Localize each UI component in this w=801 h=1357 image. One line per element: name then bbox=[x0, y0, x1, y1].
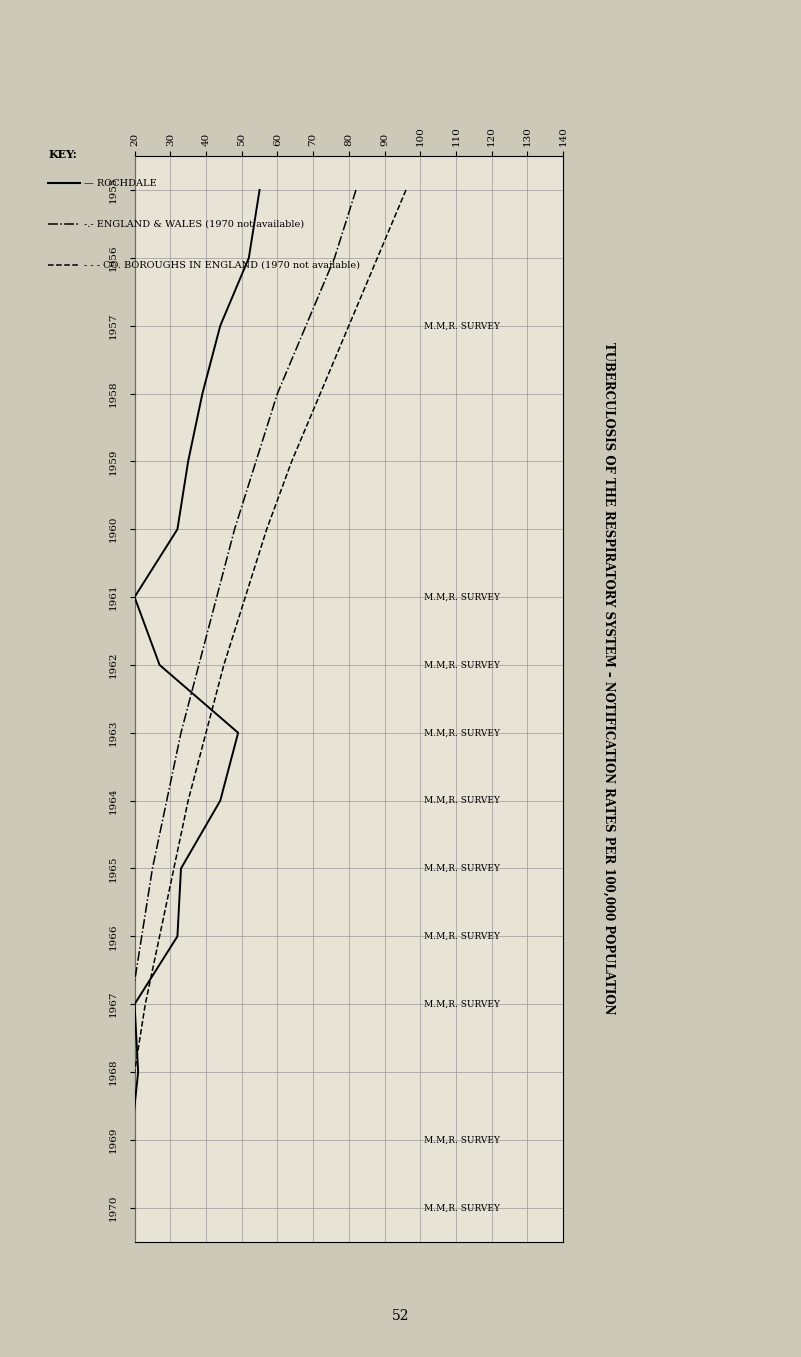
Text: KEY:: KEY: bbox=[48, 149, 77, 160]
Text: M.M,R. SURVEY: M.M,R. SURVEY bbox=[424, 322, 500, 330]
Text: M.M,R. SURVEY: M.M,R. SURVEY bbox=[424, 1204, 500, 1212]
Text: M.M,R. SURVEY: M.M,R. SURVEY bbox=[424, 729, 500, 737]
Text: -.- ENGLAND & WALES (1970 not available): -.- ENGLAND & WALES (1970 not available) bbox=[84, 220, 304, 228]
Text: M.M,R. SURVEY: M.M,R. SURVEY bbox=[424, 797, 500, 805]
Text: 52: 52 bbox=[392, 1310, 409, 1323]
Text: M.M,R. SURVEY: M.M,R. SURVEY bbox=[424, 1136, 500, 1144]
Text: M.M,R. SURVEY: M.M,R. SURVEY bbox=[424, 932, 500, 940]
Text: M.M,R. SURVEY: M.M,R. SURVEY bbox=[424, 661, 500, 669]
Text: — ROCHDALE: — ROCHDALE bbox=[84, 179, 157, 187]
Text: M.M,R. SURVEY: M.M,R. SURVEY bbox=[424, 864, 500, 873]
Text: M.M,R. SURVEY: M.M,R. SURVEY bbox=[424, 593, 500, 601]
Text: M.M,R. SURVEY: M.M,R. SURVEY bbox=[424, 1000, 500, 1008]
Text: - - - CO. BOROUGHS IN ENGLAND (1970 not available): - - - CO. BOROUGHS IN ENGLAND (1970 not … bbox=[84, 261, 360, 269]
Text: TUBERCULOSIS OF THE RESPIRATORY SYSTEM – NOTIFICATION RATES PER 100,000 POPULATI: TUBERCULOSIS OF THE RESPIRATORY SYSTEM –… bbox=[602, 342, 615, 1015]
